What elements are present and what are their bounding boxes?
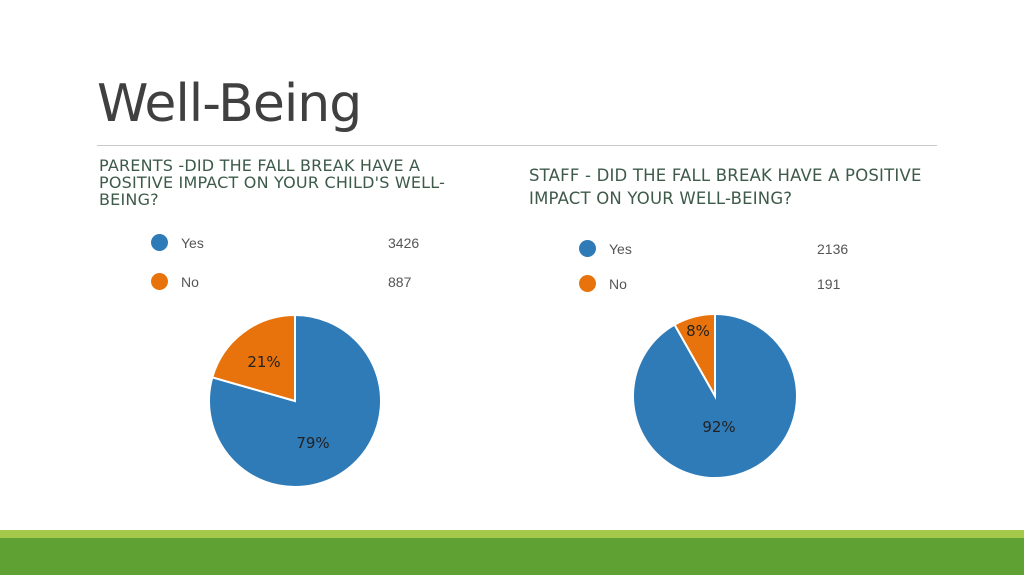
staff-label-no: 8% bbox=[686, 322, 710, 340]
parents-label-no: 21% bbox=[247, 353, 280, 371]
legend-no-label: No bbox=[181, 273, 199, 290]
legend-no-swatch bbox=[579, 275, 596, 292]
legend-yes-count: 3426 bbox=[388, 234, 420, 251]
footer-accent-strip bbox=[0, 530, 1024, 538]
parents-slice-no bbox=[211, 313, 296, 403]
staff-label-yes: 92% bbox=[702, 418, 735, 436]
legend-no-count: 887 bbox=[388, 273, 412, 290]
staff-slice-no bbox=[673, 312, 716, 400]
staff-question: STAFF - DID THE FALL BREAK HAVE A POSITI… bbox=[529, 166, 922, 208]
legend-yes-swatch bbox=[579, 240, 596, 257]
staff-legend-yes: Yes 2136 bbox=[579, 240, 879, 257]
parents-question: PARENTS -DID THE FALL BREAK HAVE A POSIT… bbox=[99, 156, 446, 209]
footer-bar bbox=[0, 538, 1024, 575]
parents-legend-yes: Yes 3426 bbox=[151, 234, 451, 251]
legend-yes-label: Yes bbox=[609, 240, 632, 257]
slide-title: Well-Being bbox=[97, 74, 362, 134]
legend-no-label: No bbox=[609, 275, 627, 292]
staff-pie-chart: 92% 8% bbox=[632, 312, 798, 479]
legend-yes-count: 2136 bbox=[817, 240, 849, 257]
staff-legend-no: No 191 bbox=[579, 275, 879, 292]
legend-no-swatch bbox=[151, 273, 168, 290]
parents-legend-no: No 887 bbox=[151, 273, 451, 290]
legend-no-count: 191 bbox=[817, 275, 841, 292]
parents-slice-yes bbox=[208, 313, 382, 488]
title-divider bbox=[97, 145, 937, 146]
legend-yes-label: Yes bbox=[181, 234, 204, 251]
legend-yes-swatch bbox=[151, 234, 168, 251]
parents-label-yes: 79% bbox=[296, 434, 329, 452]
parents-pie-chart: 79% 21% bbox=[208, 313, 382, 488]
